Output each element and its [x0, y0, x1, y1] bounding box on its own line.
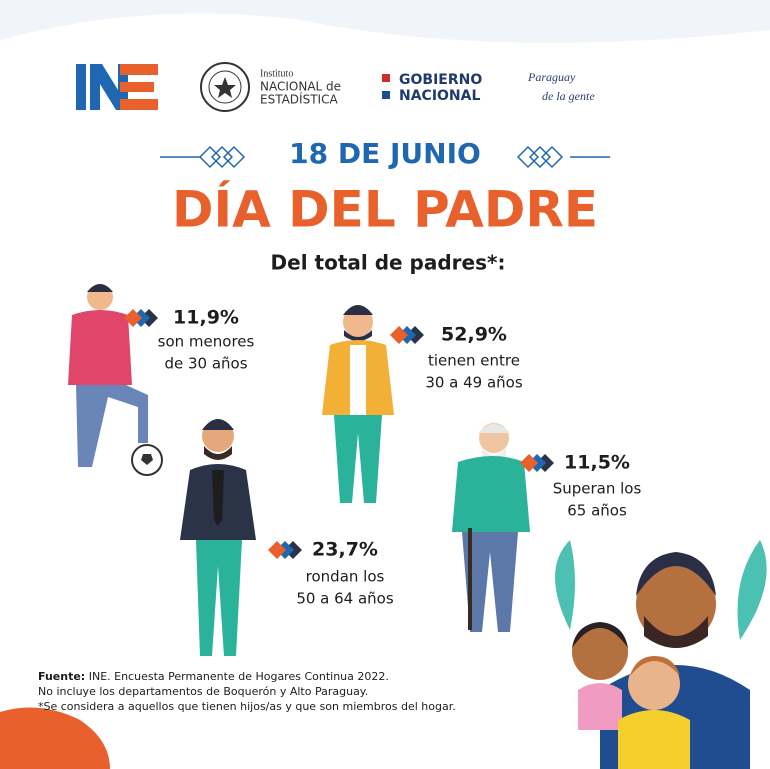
figure-elder: [452, 423, 530, 632]
source-label: Fuente:: [38, 670, 85, 683]
stat-label: 50 a 64 años: [296, 590, 394, 608]
stat-label: 30 a 49 años: [425, 374, 523, 392]
stat-value: 23,7%: [312, 539, 378, 561]
stat-label: son menores: [158, 333, 255, 351]
diamond-marker: [124, 309, 142, 327]
stat-label: de 30 años: [164, 355, 247, 373]
family-illustration: [555, 540, 767, 769]
gov-square: [382, 74, 390, 82]
slogan-line: Paraguay: [527, 70, 576, 84]
stat-value: 11,9%: [173, 307, 239, 329]
bg-wave: [0, 0, 770, 43]
stats: 11,9% son menores de 30 años 52,9% tienen en…: [124, 307, 641, 608]
date: 18 DE JUNIO: [289, 137, 481, 170]
footer-note: No incluye los departamentos de Boquerón…: [38, 685, 368, 698]
gov-square: [382, 91, 390, 99]
stat-value: 11,5%: [564, 452, 630, 474]
stat-value: 52,9%: [441, 324, 507, 346]
diamond-marker: [390, 326, 408, 344]
footer-note: *Se considera a aquellos que tienen hijo…: [38, 700, 456, 713]
diamond-marker: [268, 541, 286, 559]
institute-line: ESTADÍSTICA: [260, 92, 338, 107]
government-line: GOBIERNO: [399, 72, 482, 88]
subtitle: Del total de padres*:: [271, 251, 506, 275]
stat-label: rondan los: [306, 568, 385, 586]
government-line: NACIONAL: [399, 88, 480, 104]
corner-orange: [0, 707, 110, 769]
institute-line: Instituto: [260, 68, 293, 79]
source: INE. Encuesta Permanente de Hogares Cont…: [89, 670, 389, 683]
institute-line: NACIONAL de: [260, 80, 341, 94]
ine-logo: [76, 64, 158, 110]
date-deco-right: [516, 145, 610, 169]
date-deco-left: [160, 145, 246, 169]
stat-label: 65 años: [567, 502, 627, 520]
stat-label: tienen entre: [428, 352, 520, 370]
seal: [200, 62, 250, 112]
diamond-marker: [520, 454, 538, 472]
figure-adult: [322, 305, 394, 503]
footer-line: Fuente: INE. Encuesta Permanente de Hoga…: [38, 670, 389, 683]
figure-mid: [180, 419, 256, 656]
slogan-line: de la gente: [542, 89, 595, 103]
title: DÍA DEL PADRE: [172, 180, 598, 239]
figure-young: [68, 284, 163, 476]
stat-label: Superan los: [553, 480, 642, 498]
